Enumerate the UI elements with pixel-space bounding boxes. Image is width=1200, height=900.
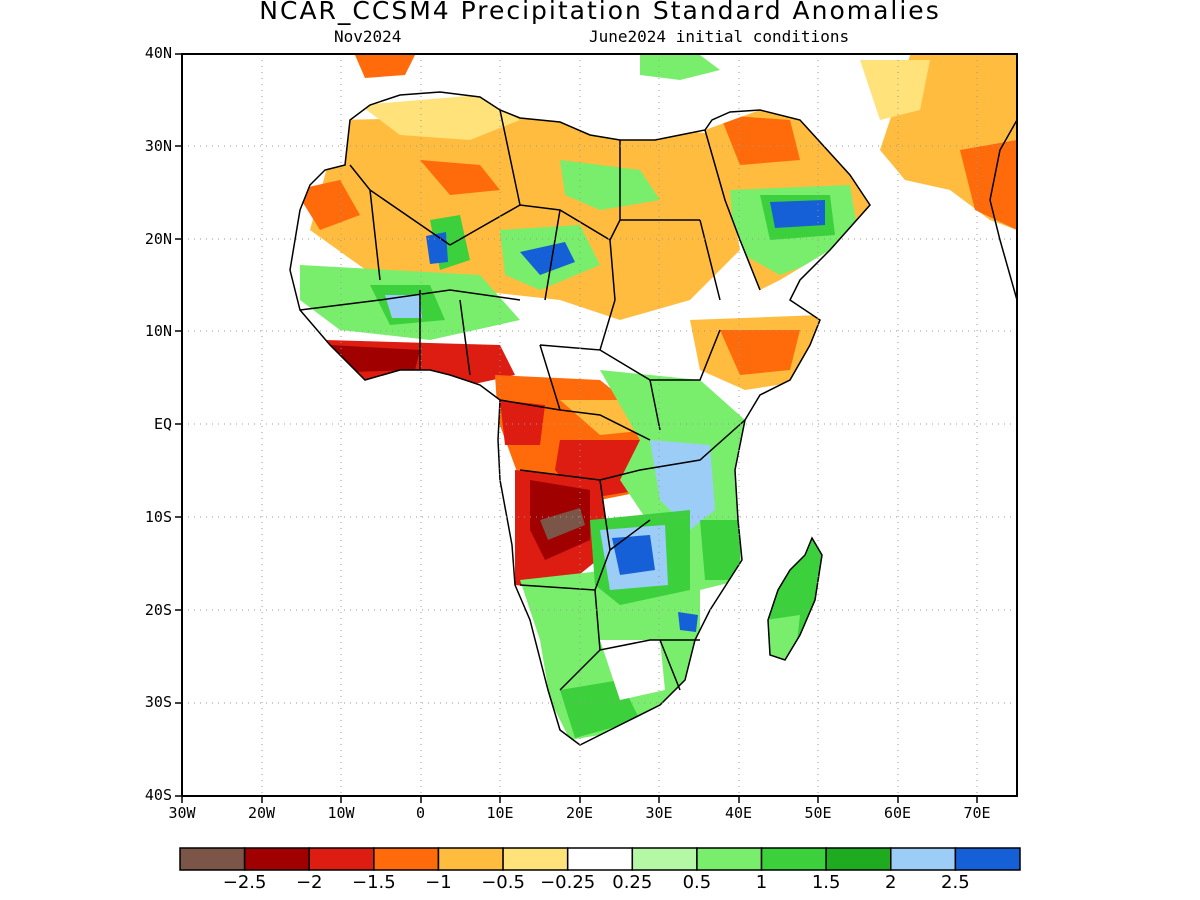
colorbar-swatch [373, 847, 440, 871]
longitude-label: 20W [247, 804, 276, 822]
colorbar-label: 1 [755, 872, 768, 893]
longitude-label: 30E [645, 804, 673, 822]
latitude-label: 20N [144, 229, 172, 248]
colorbar-swatch [308, 847, 375, 871]
colorbar-label: −0.5 [481, 872, 525, 893]
colorbar-swatch [437, 847, 504, 871]
latitude-label: 10N [144, 322, 172, 341]
colorbar-swatch [954, 847, 1021, 871]
longitude-label: 60E [883, 804, 912, 822]
longitude-label: 50E [804, 804, 832, 822]
colorbar-swatch [502, 847, 569, 871]
longitude-label: 40E [724, 804, 753, 822]
latitude-label: 40S [144, 786, 172, 804]
colorbar-swatch [179, 847, 246, 871]
axis-ticks [175, 53, 978, 803]
longitude-label: 0 [415, 804, 426, 822]
colorbar-label: 2.5 [941, 872, 970, 893]
map-title: NCAR_CCSM4 Precipitation Standard Anomal… [259, 0, 941, 25]
colorbar-label: 0.25 [612, 872, 653, 893]
colorbar-label: 0.5 [682, 872, 712, 893]
longitude-label: 10W [327, 804, 355, 822]
longitude-label: 70E [963, 804, 991, 822]
colorbar-label: 2 [885, 872, 897, 893]
latitude-label: 10S [144, 507, 172, 526]
initial-conditions: June2024 initial conditions [589, 27, 850, 46]
colorbar-swatch [760, 847, 827, 871]
latitude-label: 30N [144, 136, 172, 155]
colorbar-swatch [631, 847, 698, 871]
colorbar [179, 847, 1021, 871]
map-frame [181, 53, 1018, 797]
longitude-label: 20E [565, 804, 594, 822]
coastline-layer [289, 91, 1018, 746]
latitude-label: 20S [144, 600, 172, 619]
latitude-label: EQ [153, 415, 172, 433]
colorbar-label: 1.5 [811, 872, 841, 893]
latitude-label: 40N [144, 44, 172, 62]
colorbar-label: −1 [425, 872, 452, 893]
colorbar-swatch [890, 847, 957, 871]
forecast-month: Nov2024 [334, 27, 402, 46]
colorbar-label: −0.25 [540, 872, 596, 893]
colorbar-swatch [696, 847, 763, 871]
longitude-label: 30W [168, 804, 196, 822]
colorbar-swatch [566, 847, 634, 871]
colorbar-label: −2 [295, 872, 323, 893]
colorbar-label: −1.5 [351, 872, 396, 893]
longitude-label: 10E [486, 804, 514, 822]
anomaly-fill-layer [290, 55, 1017, 745]
lat-lon-grid [182, 54, 1017, 796]
colorbar-swatch [825, 847, 892, 871]
colorbar-swatch [243, 847, 310, 871]
latitude-label: 30S [144, 693, 172, 712]
colorbar-label: −2.5 [222, 872, 267, 893]
